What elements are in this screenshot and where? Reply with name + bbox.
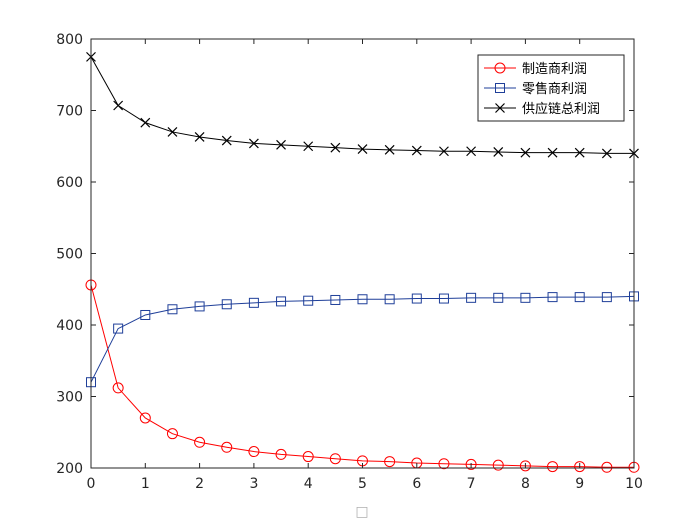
legend-entry: 供应链总利润	[484, 101, 600, 117]
series-1	[85, 279, 640, 473]
data-point	[113, 100, 124, 111]
data-point	[574, 461, 586, 473]
legend-entry: 制造商利润	[484, 62, 587, 77]
x-tick-label: 7	[467, 476, 476, 492]
data-point	[601, 292, 612, 303]
data-point	[140, 309, 151, 320]
data-point	[166, 428, 178, 440]
data-point	[275, 448, 287, 460]
data-point	[438, 293, 449, 304]
data-point	[221, 299, 232, 310]
legend-label: 零售商利润	[522, 81, 587, 97]
data-point	[112, 382, 124, 394]
data-point	[574, 292, 585, 303]
series-layer	[85, 51, 640, 473]
data-point	[329, 453, 341, 465]
data-point	[248, 297, 259, 308]
data-point	[194, 436, 206, 448]
x-tick-label: 0	[87, 476, 96, 492]
x-tick-label: 2	[195, 476, 204, 492]
data-point	[276, 296, 287, 307]
data-point	[520, 147, 531, 158]
data-point	[465, 458, 477, 470]
data-point	[438, 458, 450, 470]
data-point	[547, 147, 558, 158]
data-point	[466, 292, 477, 303]
data-point	[303, 141, 314, 152]
data-point	[411, 293, 422, 304]
data-point	[276, 139, 286, 150]
series-2	[86, 291, 639, 388]
y-tick-label: 300	[56, 390, 83, 406]
data-point	[547, 461, 559, 473]
legend-label: 供应链总利润	[522, 101, 600, 117]
data-point	[519, 460, 531, 472]
data-point	[547, 292, 558, 303]
data-point	[493, 292, 504, 303]
y-tick-label: 600	[56, 175, 83, 191]
data-point	[357, 144, 368, 155]
data-point	[574, 147, 585, 158]
data-point	[194, 132, 205, 142]
legend-marker	[495, 83, 505, 93]
x-tick-label: 8	[521, 476, 530, 492]
data-point	[411, 145, 422, 156]
series-line	[90, 284, 634, 468]
legend-marker	[495, 103, 505, 113]
data-point	[140, 117, 151, 128]
y-tick-label: 500	[56, 247, 83, 263]
legend-marker	[494, 62, 506, 74]
x-tick-label: 1	[141, 476, 150, 492]
data-point	[139, 412, 151, 424]
data-point	[248, 446, 260, 458]
data-point	[303, 295, 314, 306]
x-tick-label: 6	[412, 476, 421, 492]
data-point	[357, 294, 368, 305]
data-point	[248, 138, 259, 149]
data-point	[221, 135, 232, 146]
x-axis-label: □	[355, 504, 368, 520]
data-point	[601, 148, 612, 159]
y-tick-label: 200	[56, 461, 83, 477]
legend-label: 制造商利润	[522, 62, 587, 77]
data-point	[466, 146, 477, 157]
data-point	[601, 461, 613, 473]
data-point	[384, 294, 395, 305]
data-point	[384, 456, 396, 468]
data-point	[520, 292, 531, 303]
x-tick-label: 5	[358, 476, 367, 492]
data-point	[167, 127, 178, 137]
x-tick-label: 9	[575, 476, 584, 492]
data-point	[302, 451, 314, 463]
legend-entry: 零售商利润	[484, 81, 587, 97]
data-point	[493, 147, 504, 157]
x-tick-label: 3	[249, 476, 258, 492]
data-point	[384, 144, 395, 155]
x-tick-label: 4	[304, 476, 313, 492]
ticks-layer: 0 1 2 3 4 5 6 7 8 9 10 200 300 400 500 600 700 800	[56, 32, 643, 492]
y-tick-label: 800	[56, 32, 83, 48]
y-tick-label: 700	[56, 104, 83, 120]
data-point	[330, 142, 341, 153]
data-point	[167, 304, 178, 315]
data-point	[113, 323, 124, 334]
data-point	[194, 301, 205, 312]
series-3	[86, 51, 639, 159]
y-tick-label: 400	[56, 318, 83, 334]
data-point	[492, 459, 504, 471]
data-point	[221, 441, 233, 453]
series-line	[90, 295, 635, 383]
data-point	[330, 294, 341, 305]
x-tick-label: 10	[625, 476, 643, 492]
data-point	[439, 146, 449, 157]
